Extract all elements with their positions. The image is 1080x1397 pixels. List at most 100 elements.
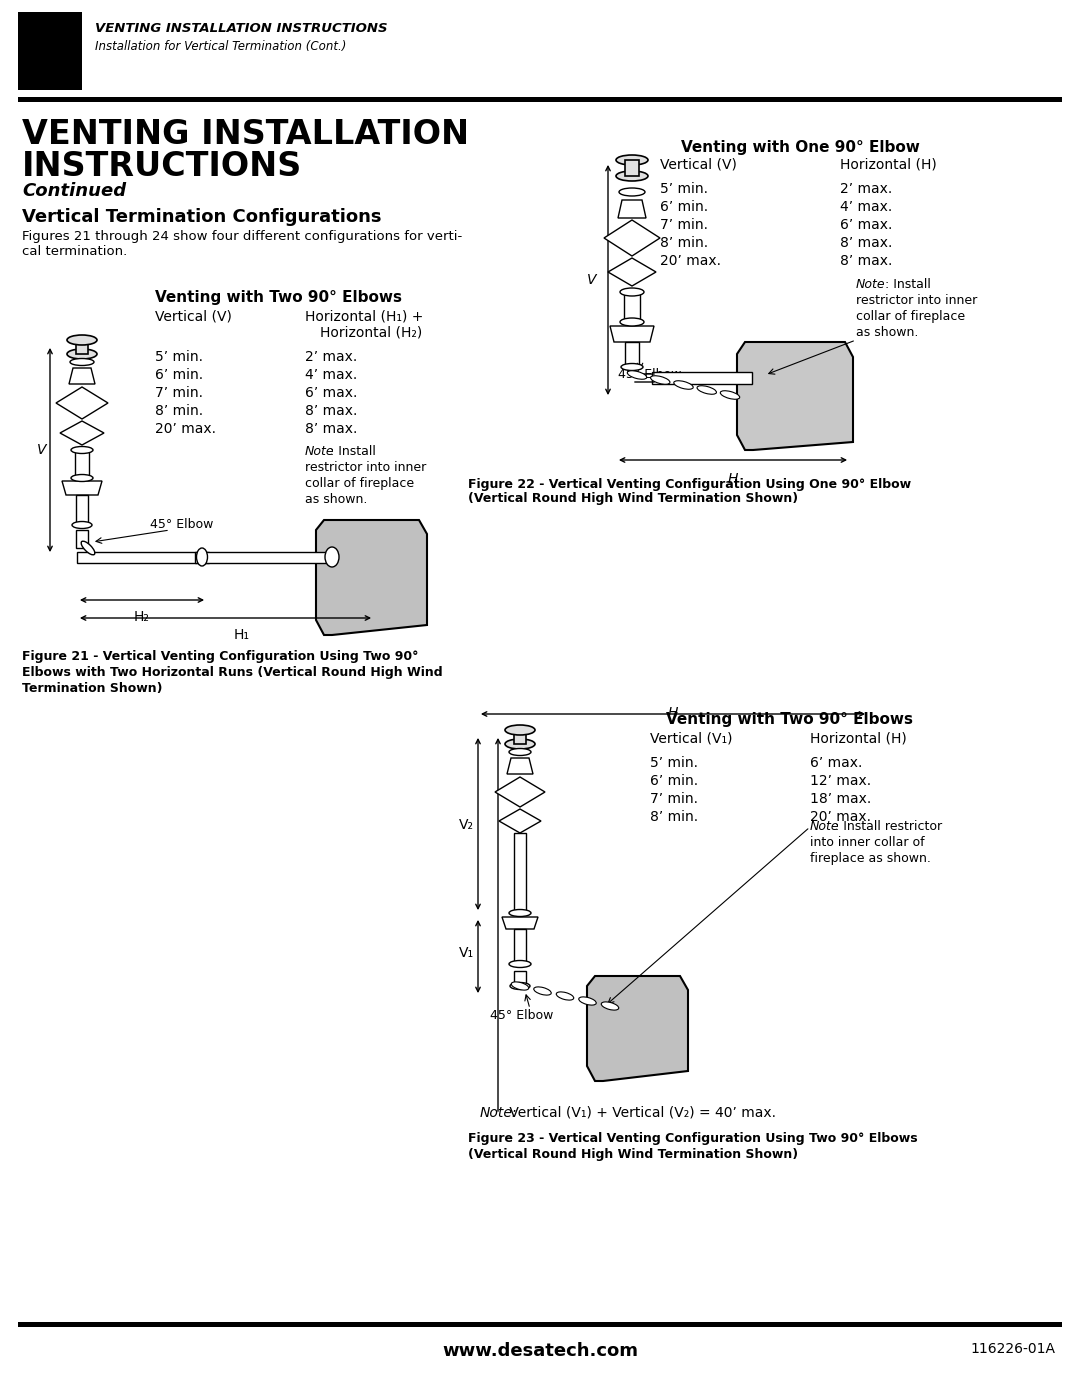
Ellipse shape (579, 997, 596, 1004)
Text: 8’ min.: 8’ min. (156, 404, 203, 418)
Text: 18’ max.: 18’ max. (810, 792, 872, 806)
Bar (76, 339, 87, 353)
Ellipse shape (556, 992, 573, 1000)
Text: fireplace as shown.: fireplace as shown. (810, 852, 931, 865)
Text: 20’ max.: 20’ max. (156, 422, 216, 436)
Polygon shape (60, 420, 104, 446)
Text: 5’ min.: 5’ min. (650, 756, 698, 770)
Text: Vertical (V): Vertical (V) (156, 310, 232, 324)
Ellipse shape (511, 982, 529, 990)
Bar (514, 731, 526, 745)
Text: Installation for Vertical Termination (Cont.): Installation for Vertical Termination (C… (95, 41, 347, 53)
Text: Horizontal (H₁) +: Horizontal (H₁) + (305, 310, 423, 324)
Text: Vertical Termination Configurations: Vertical Termination Configurations (22, 208, 381, 226)
Polygon shape (62, 481, 102, 495)
Text: Venting with One 90° Elbow: Venting with One 90° Elbow (680, 140, 919, 155)
Ellipse shape (71, 475, 93, 482)
Text: 6’ min.: 6’ min. (660, 200, 708, 214)
Text: (Vertical Round High Wind Termination Shown): (Vertical Round High Wind Termination Sh… (468, 492, 798, 504)
Bar (76, 495, 87, 525)
Text: www.desatech.com: www.desatech.com (442, 1343, 638, 1361)
Bar (514, 833, 526, 914)
Ellipse shape (620, 319, 644, 326)
Text: 6’ max.: 6’ max. (305, 386, 357, 400)
Ellipse shape (509, 961, 531, 968)
Ellipse shape (67, 349, 97, 359)
Polygon shape (69, 367, 95, 384)
Ellipse shape (509, 749, 531, 756)
Ellipse shape (674, 381, 693, 390)
Ellipse shape (627, 370, 647, 379)
Bar (625, 342, 639, 367)
Polygon shape (608, 258, 656, 286)
Text: 5’ min.: 5’ min. (660, 182, 708, 196)
Ellipse shape (325, 548, 339, 567)
Text: Horizontal (H): Horizontal (H) (810, 732, 907, 746)
Text: Vertical (V₁) + Vertical (V₂) = 40’ max.: Vertical (V₁) + Vertical (V₂) = 40’ max. (505, 1106, 777, 1120)
Text: 45° Elbow: 45° Elbow (150, 518, 214, 531)
Polygon shape (618, 200, 646, 218)
Text: Figure 22 - Vertical Venting Configuration Using One 90° Elbow: Figure 22 - Vertical Venting Configurati… (468, 478, 912, 490)
Text: 45° Elbow: 45° Elbow (490, 1009, 553, 1023)
Ellipse shape (621, 363, 643, 370)
Text: Figure 23 - Vertical Venting Configuration Using Two 90° Elbows: Figure 23 - Vertical Venting Configurati… (468, 1132, 918, 1146)
Text: Vertical (V₁): Vertical (V₁) (650, 732, 732, 746)
Bar (18, 1322, 1062, 1327)
Text: V: V (37, 443, 46, 457)
Text: 4’ max.: 4’ max. (305, 367, 357, 381)
Text: 6’ min.: 6’ min. (156, 367, 203, 381)
Text: INSTRUCTIONS: INSTRUCTIONS (22, 149, 302, 183)
Ellipse shape (510, 982, 530, 989)
Bar (624, 292, 640, 321)
Text: restrictor into inner: restrictor into inner (856, 293, 977, 307)
Text: 8’ max.: 8’ max. (840, 236, 892, 250)
Bar (76, 529, 87, 548)
Text: 2’ max.: 2’ max. (840, 182, 892, 196)
Polygon shape (588, 977, 688, 1081)
Bar (625, 161, 639, 176)
Polygon shape (502, 916, 538, 929)
Text: H: H (667, 705, 678, 719)
Text: Venting with Two 90° Elbows: Venting with Two 90° Elbows (156, 291, 402, 305)
Ellipse shape (197, 548, 207, 566)
Polygon shape (604, 219, 660, 256)
Text: restrictor into inner: restrictor into inner (305, 461, 427, 474)
Text: (Vertical Round High Wind Termination Shown): (Vertical Round High Wind Termination Sh… (468, 1148, 798, 1161)
Text: Elbows with Two Horizontal Runs (Vertical Round High Wind: Elbows with Two Horizontal Runs (Vertica… (22, 666, 443, 679)
Text: 8’ max.: 8’ max. (305, 404, 357, 418)
Text: 2’ max.: 2’ max. (305, 351, 357, 365)
Ellipse shape (720, 391, 740, 400)
Polygon shape (495, 777, 545, 807)
Text: H: H (728, 472, 739, 486)
Polygon shape (499, 809, 541, 833)
Polygon shape (507, 759, 534, 774)
Text: 8’ min.: 8’ min. (660, 236, 708, 250)
Text: collar of fireplace: collar of fireplace (856, 310, 966, 323)
Text: Continued: Continued (22, 182, 126, 200)
Ellipse shape (620, 288, 644, 296)
Bar (77, 552, 197, 563)
Text: Vertical (V): Vertical (V) (660, 158, 737, 172)
Ellipse shape (72, 521, 92, 528)
Text: 8’ max.: 8’ max. (840, 254, 892, 268)
Text: into inner collar of: into inner collar of (810, 835, 924, 849)
Text: 7’ min.: 7’ min. (660, 218, 708, 232)
Ellipse shape (619, 189, 645, 196)
Text: H₂: H₂ (134, 610, 150, 624)
Text: 4’ max.: 4’ max. (840, 200, 892, 214)
Ellipse shape (616, 155, 648, 165)
Text: 20’ max.: 20’ max. (810, 810, 870, 824)
Text: 6’ max.: 6’ max. (840, 218, 892, 232)
Ellipse shape (602, 1002, 619, 1010)
Bar (652, 372, 752, 384)
Polygon shape (56, 387, 108, 419)
Ellipse shape (70, 359, 94, 366)
Text: 45° Elbow: 45° Elbow (618, 367, 681, 381)
Text: 6’ min.: 6’ min. (650, 774, 698, 788)
Ellipse shape (616, 170, 648, 182)
Text: 12’ max.: 12’ max. (810, 774, 872, 788)
Text: 8’ max.: 8’ max. (305, 422, 357, 436)
Text: 116226-01A: 116226-01A (970, 1343, 1055, 1356)
Text: : Install restrictor: : Install restrictor (835, 820, 942, 833)
Text: Note: Note (810, 820, 839, 833)
